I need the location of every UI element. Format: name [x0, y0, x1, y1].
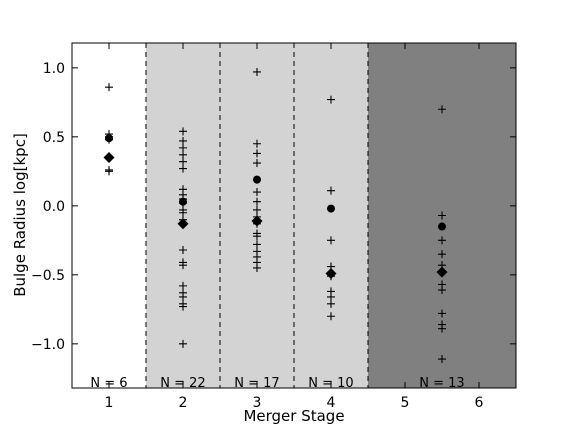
plus-point	[438, 309, 446, 318]
plus-point	[327, 236, 335, 245]
x-tick-label: 2	[179, 395, 188, 411]
plus-point	[438, 236, 446, 245]
median-marker	[251, 215, 263, 227]
mean-marker	[253, 175, 261, 184]
x-tick-label: 1	[105, 395, 114, 411]
median-marker	[325, 267, 337, 279]
y-tick-label: 1.0	[43, 61, 65, 77]
plus-point	[253, 232, 261, 241]
group-count-label: N = 22	[160, 376, 205, 391]
plus-point	[179, 157, 187, 166]
plus-point	[253, 188, 261, 197]
x-axis-label: Merger Stage	[243, 407, 344, 425]
plus-point	[327, 299, 335, 308]
plus-point	[327, 292, 335, 301]
group-count-label: N = 17	[234, 376, 279, 391]
mean-marker	[327, 204, 335, 213]
group-count-label: N = 6	[90, 376, 127, 391]
x-tick-label: 5	[401, 395, 410, 411]
plus-point	[438, 211, 446, 220]
y-tick-label: 0.0	[43, 199, 65, 215]
plus-point	[105, 83, 113, 92]
axis-ticks: 1 2 3 4 5 6 1.0 0.5 0.0 −0.5 −1.0	[31, 43, 516, 411]
plus-point	[327, 312, 335, 321]
mean-marker	[438, 222, 446, 231]
x-tick-label: 3	[253, 395, 262, 411]
plus-point	[179, 302, 187, 311]
plus-point	[438, 324, 446, 333]
plus-point	[253, 263, 261, 272]
median-marker	[177, 218, 189, 230]
plus-point	[327, 95, 335, 104]
plus-point	[105, 167, 113, 176]
plus-point	[179, 208, 187, 217]
plus-point	[179, 246, 187, 254]
plus-point	[253, 205, 261, 214]
plus-point	[179, 127, 187, 136]
plus-point	[438, 105, 446, 114]
plus-point	[253, 149, 261, 158]
plus-point	[253, 67, 261, 76]
y-axis-label: Bulge Radius log[kpc]	[11, 133, 29, 297]
plus-point	[438, 355, 446, 364]
stage-dividers	[145, 43, 369, 388]
plus-point	[327, 186, 335, 195]
median-marker	[436, 266, 448, 278]
plus-point	[438, 250, 446, 259]
plus-point	[179, 261, 187, 270]
shaded-regions	[146, 43, 516, 388]
plus-point	[179, 339, 187, 348]
shaded-region-3	[294, 43, 368, 388]
plus-point	[253, 197, 261, 206]
x-tick-label: 4	[327, 395, 336, 411]
plus-point	[438, 286, 446, 295]
plot-frame	[71, 42, 517, 389]
plus-point	[253, 240, 261, 249]
plus-point	[179, 143, 187, 152]
median-marker	[103, 152, 115, 164]
mean-marker	[179, 197, 187, 206]
group-count-label: N = 10	[308, 376, 353, 391]
y-tick-label: −1.0	[31, 337, 65, 353]
group-count-labels: N = 6 N = 22 N = 17 N = 10 N = 13	[90, 376, 464, 391]
plus-point	[179, 150, 187, 159]
plus-point	[179, 292, 187, 301]
plus-point	[179, 164, 187, 173]
y-tick-label: 0.5	[43, 130, 65, 146]
mean-marker	[105, 134, 113, 143]
group-count-label: N = 13	[419, 376, 464, 391]
x-tick-label: 6	[475, 395, 484, 411]
plus-point	[253, 139, 261, 148]
y-tick-label: −0.5	[31, 268, 65, 284]
data-points	[103, 67, 448, 364]
plus-point	[179, 136, 187, 145]
plus-point	[179, 281, 187, 290]
plus-point	[253, 159, 261, 168]
